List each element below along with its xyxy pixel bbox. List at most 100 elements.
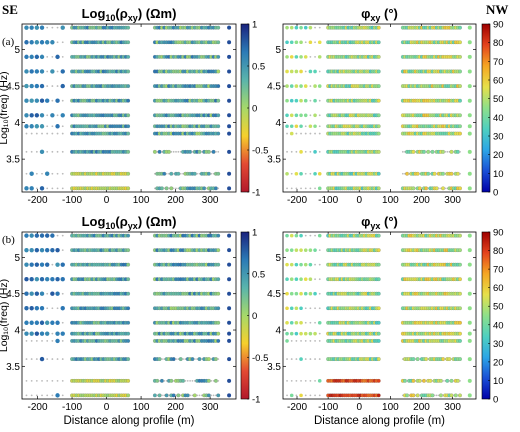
data-point — [467, 306, 472, 311]
colorbar-tick-label: 0 — [252, 104, 257, 115]
data-point — [55, 247, 60, 253]
colorbar-tick-label: 0.5 — [252, 269, 265, 280]
data-point — [444, 187, 447, 190]
data-point — [286, 394, 288, 397]
data-point — [285, 339, 289, 343]
x-axis-label: Distance along profile (m) — [63, 415, 194, 427]
data-point — [216, 124, 221, 129]
data-point — [216, 131, 221, 136]
x-tick-label: -200 — [287, 195, 307, 206]
data-point — [309, 55, 312, 58]
data-point — [163, 187, 166, 190]
x-tick-label: 300 — [202, 402, 219, 413]
data-point — [55, 262, 60, 267]
data-point — [61, 358, 64, 360]
data-point — [289, 262, 294, 267]
colorbar-tick-label: 80 — [493, 246, 504, 257]
axes-box — [282, 231, 477, 400]
data-point — [458, 306, 462, 311]
data-point — [286, 379, 288, 382]
data-point — [216, 171, 221, 176]
data-point — [29, 262, 34, 267]
data-point — [313, 331, 317, 336]
data-point — [29, 320, 34, 325]
data-point — [216, 113, 221, 118]
data-point — [318, 99, 321, 102]
y-tick-label: 3.5 — [6, 155, 20, 166]
data-point — [172, 150, 175, 153]
data-point — [458, 69, 462, 74]
data-point — [304, 172, 307, 175]
data-point — [216, 40, 221, 45]
data-point — [126, 25, 131, 30]
data-point — [216, 339, 221, 343]
data-point — [56, 114, 59, 117]
data-point — [318, 394, 321, 397]
data-point — [175, 394, 177, 397]
axes-box — [21, 23, 237, 193]
data-point — [34, 124, 40, 129]
data-point — [126, 124, 131, 129]
data-point — [44, 171, 50, 176]
data-point — [24, 40, 29, 45]
data-point — [34, 69, 40, 74]
data-point — [467, 320, 472, 325]
x-tick-label: 100 — [382, 195, 399, 206]
data-point — [60, 69, 65, 74]
data-point — [376, 84, 381, 88]
data-point — [216, 233, 221, 238]
data-point — [299, 357, 303, 361]
data-point — [55, 291, 60, 296]
data-point — [35, 187, 38, 190]
data-point — [30, 358, 33, 360]
panel-rho-yx: Log10(ρyx) (Ωm) -200 -100 0 100 200 300 3.5 4 4.5… — [0, 214, 268, 427]
data-point — [304, 150, 307, 153]
data-point — [227, 248, 232, 253]
data-point — [285, 306, 289, 311]
data-point — [210, 172, 213, 175]
data-point — [446, 150, 449, 153]
data-point — [169, 171, 174, 176]
data-point — [295, 187, 298, 190]
data-point — [294, 291, 299, 296]
x-tick-label: -200 — [287, 402, 307, 413]
data-point — [210, 394, 213, 397]
data-point — [376, 124, 381, 129]
data-point — [56, 172, 59, 175]
data-point — [212, 172, 215, 175]
data-point — [376, 54, 381, 59]
data-point — [25, 172, 28, 175]
data-point — [157, 357, 162, 361]
data-point — [314, 321, 316, 324]
data-point — [50, 233, 55, 238]
x-tick-label: -200 — [28, 402, 48, 413]
data-point — [308, 69, 313, 74]
data-point — [56, 26, 59, 29]
data-point — [29, 25, 34, 30]
data-point — [289, 320, 294, 325]
data-point — [29, 291, 34, 296]
data-point — [178, 357, 183, 361]
colorbar-tick-label: 50 — [493, 302, 504, 313]
data-point — [35, 172, 38, 175]
orientation-label-nw: NW — [486, 2, 508, 17]
data-point — [51, 172, 54, 175]
data-point — [313, 69, 317, 74]
data-point — [304, 41, 307, 44]
y-tick-label: 4 — [14, 326, 20, 337]
data-point — [164, 393, 169, 398]
y-tick-label: 4 — [14, 118, 20, 129]
data-point — [304, 358, 307, 360]
data-point — [50, 320, 55, 325]
data-point — [376, 248, 381, 253]
data-point — [29, 40, 34, 45]
data-point — [467, 98, 472, 103]
data-point — [51, 132, 54, 135]
data-point — [285, 331, 289, 336]
axes-box — [282, 23, 477, 193]
data-point — [309, 150, 312, 153]
row-label-b: (b) — [2, 234, 15, 246]
data-point — [318, 249, 321, 252]
data-point — [24, 98, 29, 103]
